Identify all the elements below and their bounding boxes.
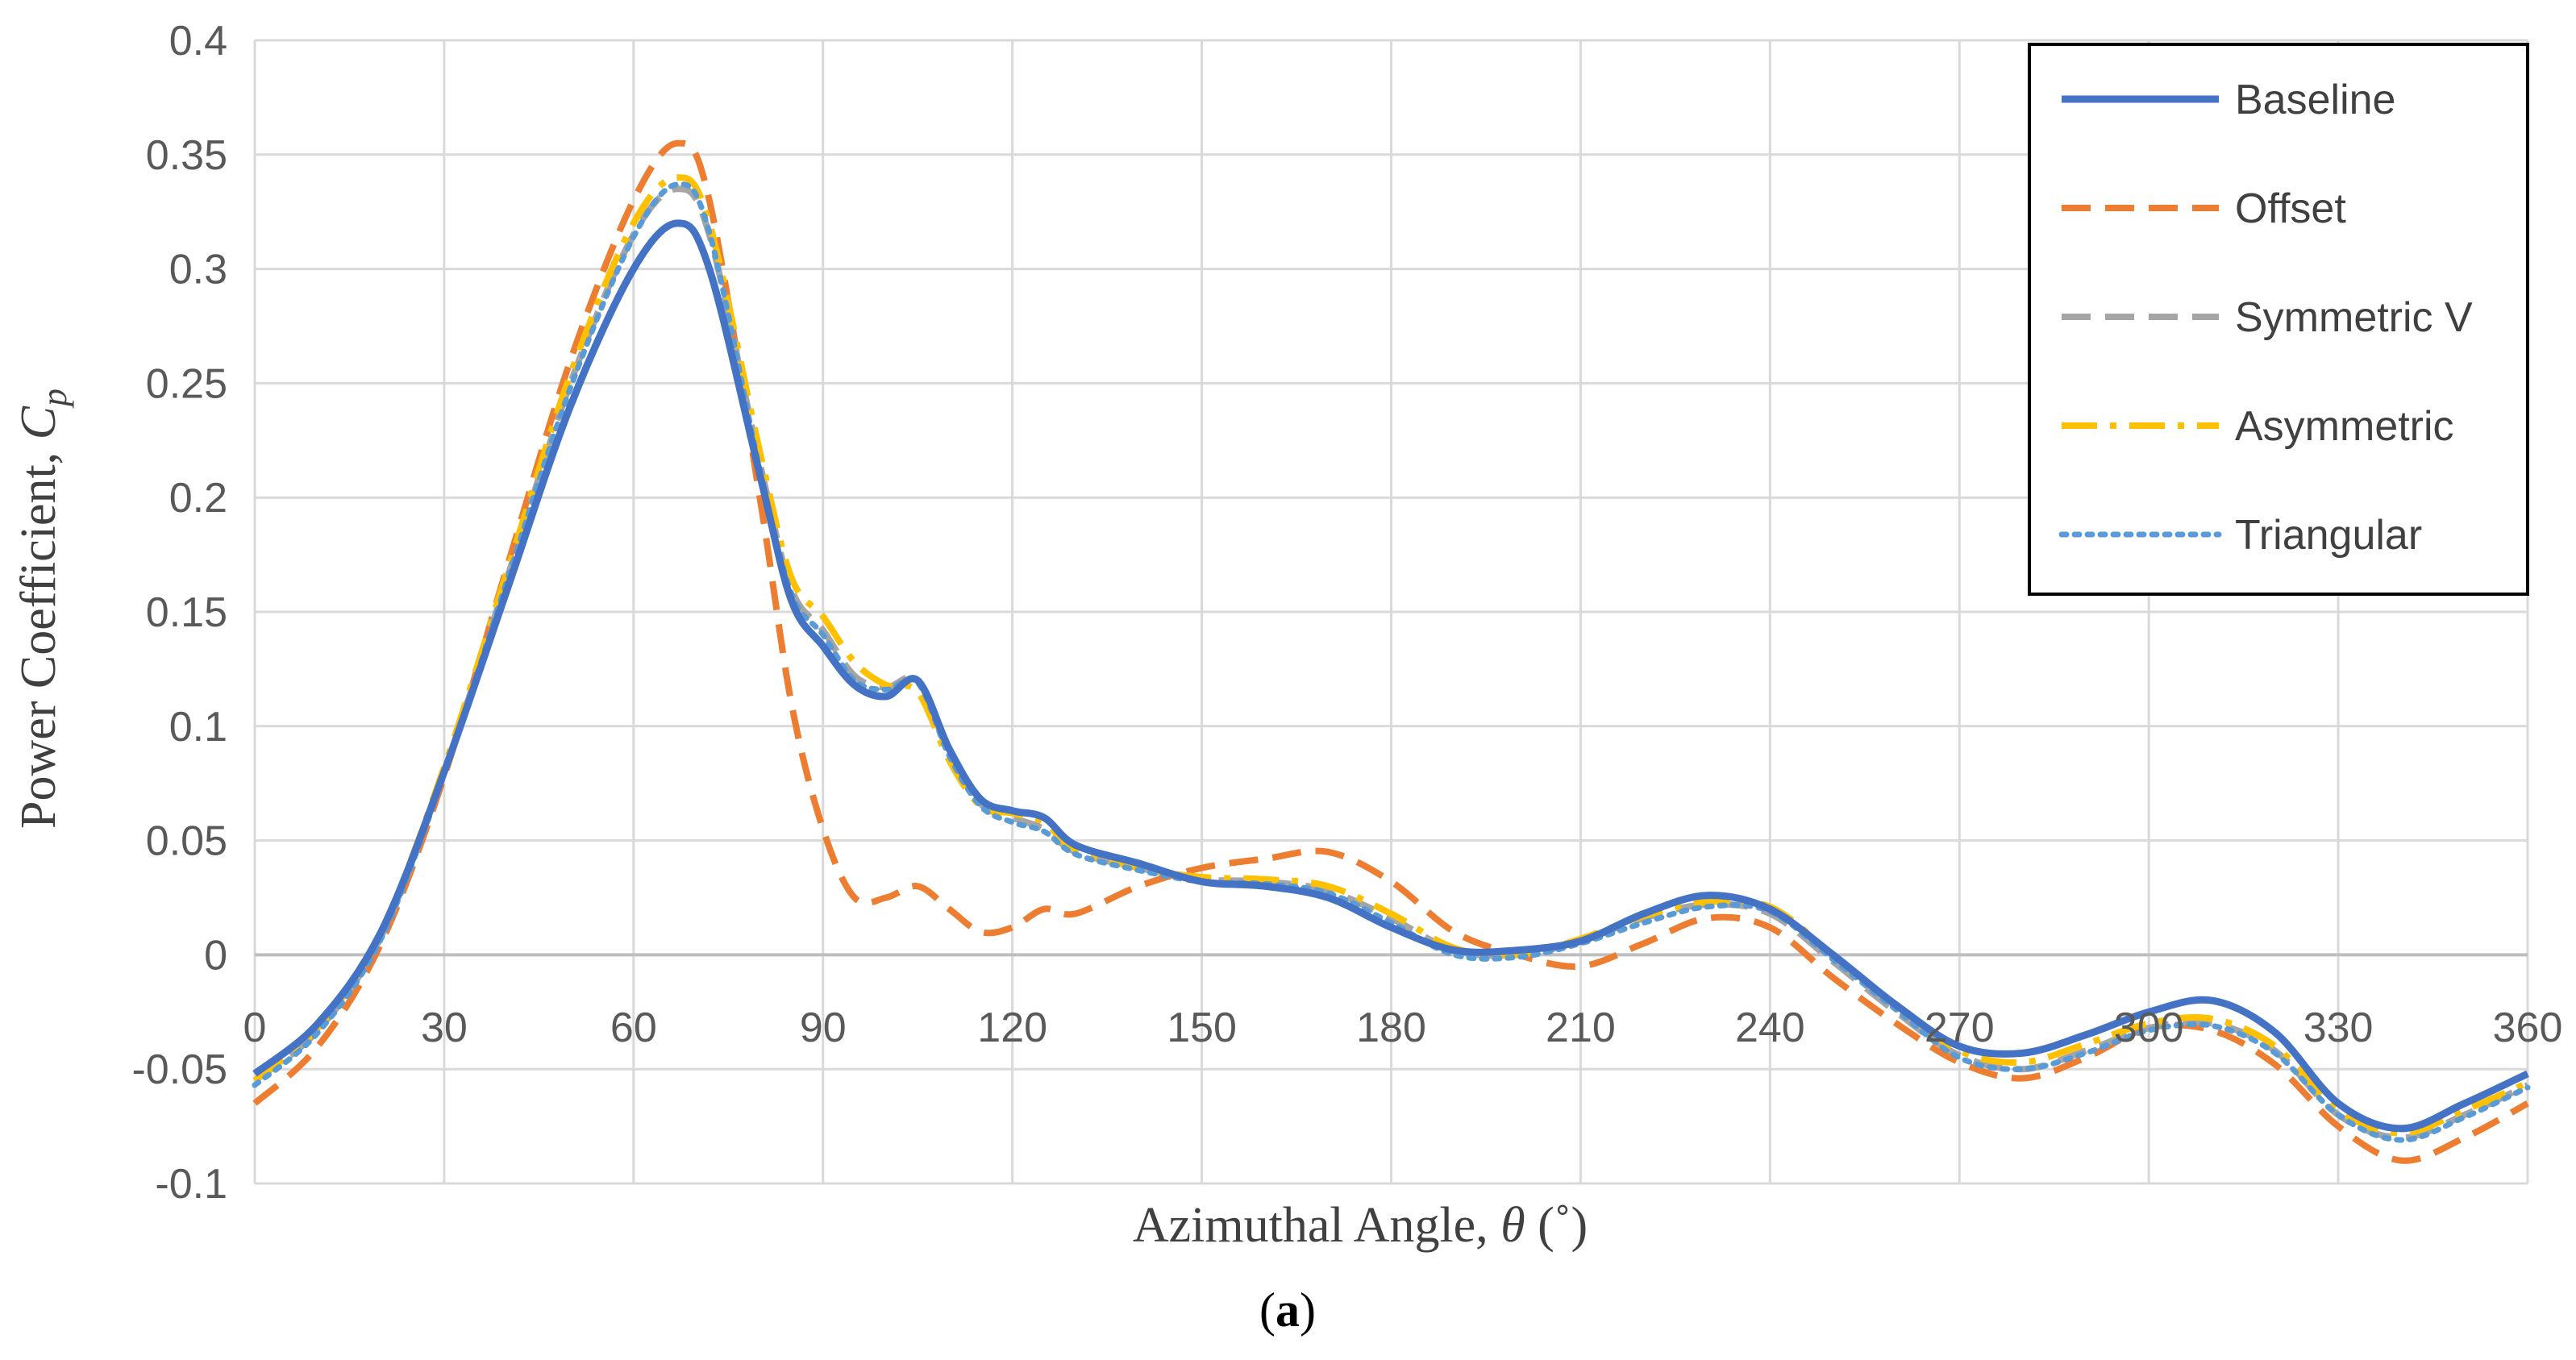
legend-label-asymmetric: Asymmetric [2235, 403, 2454, 450]
y-tick-label: 0.25 [146, 360, 227, 407]
x-tick-label: 210 [1546, 1004, 1616, 1051]
x-tick-label: 240 [1735, 1004, 1805, 1051]
legend-label-offset: Offset [2235, 185, 2346, 232]
x-tick-label: 360 [2493, 1004, 2563, 1051]
y-tick-label: 0.4 [169, 18, 227, 64]
y-axis-title: Power Coefficient, Cp [11, 389, 74, 829]
legend: Baseline Offset Symmetric V Asymmetric Trian… [2028, 43, 2529, 596]
x-tick-label: 270 [1925, 1004, 1995, 1051]
legend-label-triangular: Triangular [2235, 512, 2422, 559]
series-line-triangular [252, 181, 2531, 1143]
x-tick-label: 180 [1356, 1004, 1426, 1051]
y-tick-label: 0.35 [146, 132, 227, 179]
y-axis-title-text: Power Coefficient, [11, 439, 66, 829]
y-tick-labels: -0.1 -0.05 0 0.05 0.1 0.15 0.2 0.25 0.3 0.35 0.4 [131, 18, 227, 1208]
y-axis-title-symbol: C [11, 406, 66, 439]
y-tick-label: -0.05 [131, 1046, 227, 1093]
x-tick-label: 90 [800, 1004, 847, 1051]
x-tick-label: 0 [243, 1004, 267, 1051]
x-tick-label: 150 [1167, 1004, 1237, 1051]
x-axis-title-text: Azimuthal Angle, [1133, 1198, 1500, 1253]
x-axis-title: Azimuthal Angle, θ (˚) [1133, 1198, 1588, 1253]
x-tick-labels: 0 30 60 90 120 150 180 210 240 270 300 330 360 [243, 1004, 2563, 1051]
y-tick-label: -0.1 [155, 1161, 227, 1208]
x-axis-title-unit: (˚) [1525, 1198, 1588, 1253]
legend-label-symmetric-v: Symmetric V [2235, 294, 2473, 341]
x-tick-label: 60 [610, 1004, 657, 1051]
y-tick-label: 0.2 [169, 475, 227, 522]
series-line-baseline [252, 219, 2529, 1133]
x-tick-label: 300 [2114, 1004, 2184, 1051]
y-tick-label: 0.15 [146, 589, 227, 636]
y-tick-label: 0.3 [169, 247, 227, 293]
x-tick-label: 120 [977, 1004, 1047, 1051]
x-tick-label: 30 [421, 1004, 468, 1051]
y-tick-label: 0.1 [169, 704, 227, 751]
x-axis-title-symbol: θ [1500, 1198, 1525, 1253]
y-axis-title-subscript: p [35, 389, 74, 409]
y-tick-label: 0.05 [146, 818, 227, 865]
figure-caption: (a) [1259, 1283, 1316, 1337]
legend-label-baseline: Baseline [2235, 77, 2395, 123]
caption-close: ) [1300, 1283, 1316, 1337]
series-line-offset [252, 139, 2529, 1164]
caption-open: ( [1259, 1283, 1276, 1337]
caption-letter: a [1276, 1283, 1300, 1337]
x-tick-label: 330 [2303, 1004, 2374, 1051]
y-tick-label: 0 [204, 932, 227, 979]
series-layer [252, 139, 2531, 1164]
